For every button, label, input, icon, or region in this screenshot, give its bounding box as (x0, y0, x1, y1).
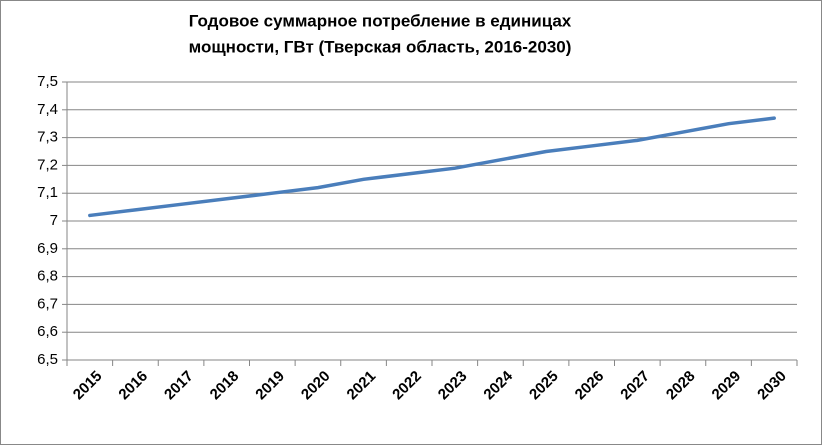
y-tick-label: 6,5 (37, 351, 58, 368)
data-line (88, 116, 776, 218)
y-tick-label: 7,5 (37, 73, 58, 90)
chart-title: мощности, ГВт (Тверская область, 2016-20… (189, 37, 572, 56)
y-tick-label: 6,9 (37, 240, 58, 257)
y-tick-label: 7,1 (37, 184, 58, 201)
chart-title: Годовое суммарное потребление в единицах (189, 11, 572, 30)
y-tick-label: 6,8 (37, 268, 58, 285)
y-tick-label: 7,4 (37, 101, 58, 118)
y-tick-label: 7,2 (37, 156, 58, 173)
y-tick-label: 6,7 (37, 295, 58, 312)
y-tick-label: 6,6 (37, 323, 58, 340)
y-tick-label: 7 (50, 212, 58, 229)
y-tick-label: 7,3 (37, 129, 58, 146)
